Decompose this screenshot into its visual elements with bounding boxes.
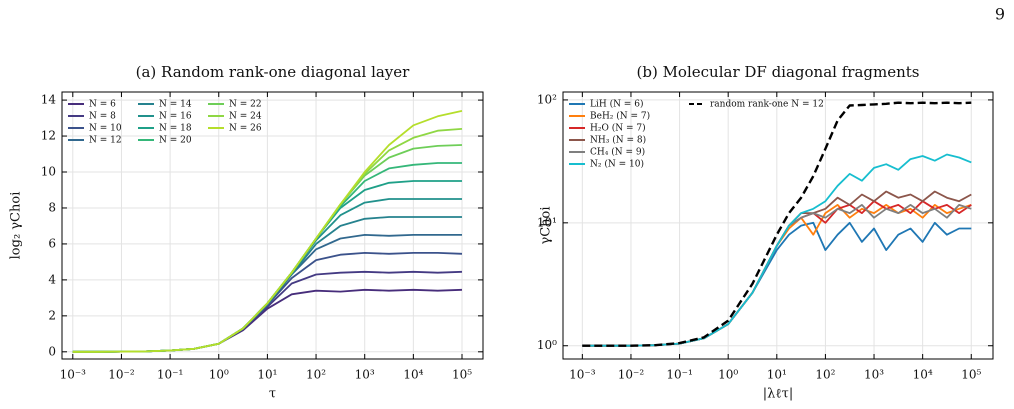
- x-tick-label: 10⁻²: [618, 368, 645, 382]
- y-tick-label: 8: [48, 200, 56, 214]
- legend-label: LiH (N = 6): [590, 99, 643, 110]
- legend-label: N = 20: [159, 136, 192, 146]
- legend-label: N₂ (N = 10): [590, 159, 644, 170]
- legend-label: N = 14: [159, 100, 192, 110]
- y-tick-label: 4: [48, 272, 56, 286]
- x-tick-label: 10⁵: [452, 368, 472, 382]
- series-line: [582, 101, 972, 347]
- x-tick-label: 10¹: [257, 368, 277, 382]
- y-tick-label: 6: [48, 236, 56, 250]
- x-tick-label: 10⁴: [403, 368, 423, 382]
- legend-label: N = 26: [229, 124, 262, 134]
- x-tick-label: 10³: [864, 368, 884, 382]
- y-tick-label: 14: [41, 93, 57, 107]
- legend-label: BeH₂ (N = 7): [590, 111, 650, 122]
- x-tick-label: 10⁻¹: [666, 368, 692, 382]
- x-tick-label: 10⁰: [718, 368, 738, 382]
- y-tick-label: 0: [48, 344, 56, 358]
- legend-label: N = 22: [229, 100, 262, 110]
- y-axis-label: log₂ γChoi: [9, 192, 24, 260]
- x-axis-label: |λℓτ|: [763, 387, 793, 402]
- x-tick-label: 10⁻³: [569, 368, 596, 382]
- page-number: 9: [995, 5, 1005, 24]
- legend-label: N = 6: [89, 100, 116, 110]
- axes-frame: [61, 91, 484, 360]
- legend-label: N = 8: [89, 112, 116, 122]
- series-line: [72, 110, 463, 353]
- x-tick-label: 10⁰: [209, 368, 229, 382]
- x-tick-label: 10⁻²: [108, 368, 135, 382]
- x-tick-label: 10⁵: [961, 368, 981, 382]
- legend-label: N = 16: [159, 112, 192, 122]
- y-tick-label: 10: [41, 165, 56, 179]
- y-tick-label: 10²: [537, 92, 557, 106]
- x-tick-label: 10⁻¹: [157, 368, 183, 382]
- legend-label: random rank-one N = 12: [710, 100, 824, 110]
- x-tick-label: 10⁴: [913, 368, 933, 382]
- legend-label: N = 12: [89, 136, 122, 146]
- y-tick-label: 10⁰: [537, 338, 557, 352]
- x-tick-label: 10⁻³: [60, 368, 87, 382]
- chart-title: (b) Molecular DF diagonal fragments: [637, 63, 920, 81]
- axes-frame: [562, 91, 994, 360]
- x-tick-label: 10¹: [767, 368, 787, 382]
- x-tick-label: 10³: [355, 368, 375, 382]
- x-axis-label: τ: [269, 387, 276, 402]
- y-axis-label: γChoi: [539, 206, 554, 244]
- legend-label: N = 18: [159, 124, 192, 134]
- y-tick-label: 10¹: [537, 215, 557, 229]
- y-tick-label: 12: [41, 129, 56, 143]
- x-tick-label: 10²: [306, 368, 326, 382]
- y-tick-label: 2: [48, 308, 56, 322]
- legend-label: H₂O (N = 7): [590, 123, 646, 134]
- legend-label: NH₃ (N = 8): [590, 135, 646, 146]
- legend-label: N = 24: [229, 112, 262, 122]
- legend-label: N = 10: [89, 124, 122, 134]
- chart-title: (a) Random rank-one diagonal layer: [136, 63, 411, 81]
- legend-label: CH₄ (N = 9): [590, 147, 645, 158]
- x-tick-label: 10²: [815, 368, 835, 382]
